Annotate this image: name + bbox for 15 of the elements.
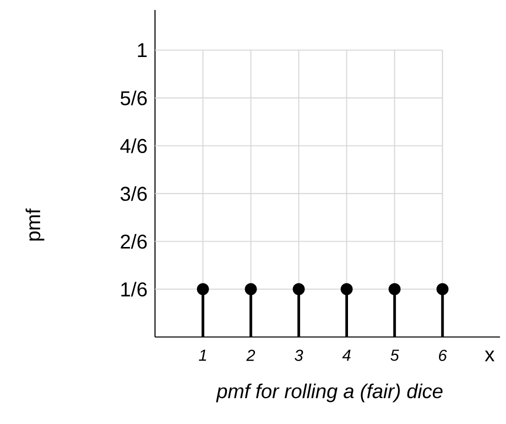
x-tick-label: 5: [390, 350, 400, 361]
y-tick-label: 1: [138, 43, 147, 58]
y-axis-title: pmf: [26, 208, 44, 241]
x-tick-label: 3: [294, 350, 304, 362]
x-tick-label: 6: [438, 350, 447, 362]
x-tick-label: 2: [246, 350, 256, 361]
y-tick-label: 1/6: [121, 282, 147, 297]
x-axis-title: x: [484, 350, 494, 362]
x-tick-label: 1: [198, 350, 206, 361]
y-tick-label: 4/6: [120, 138, 147, 154]
x-tick-label: 4: [342, 350, 351, 361]
y-tick-label: 2/6: [120, 234, 147, 249]
text: pmf for rolling a (fair) dice: [216, 384, 442, 402]
y-tick-label: 3/6: [120, 186, 147, 201]
y-tick-label: 5/6: [120, 90, 147, 106]
